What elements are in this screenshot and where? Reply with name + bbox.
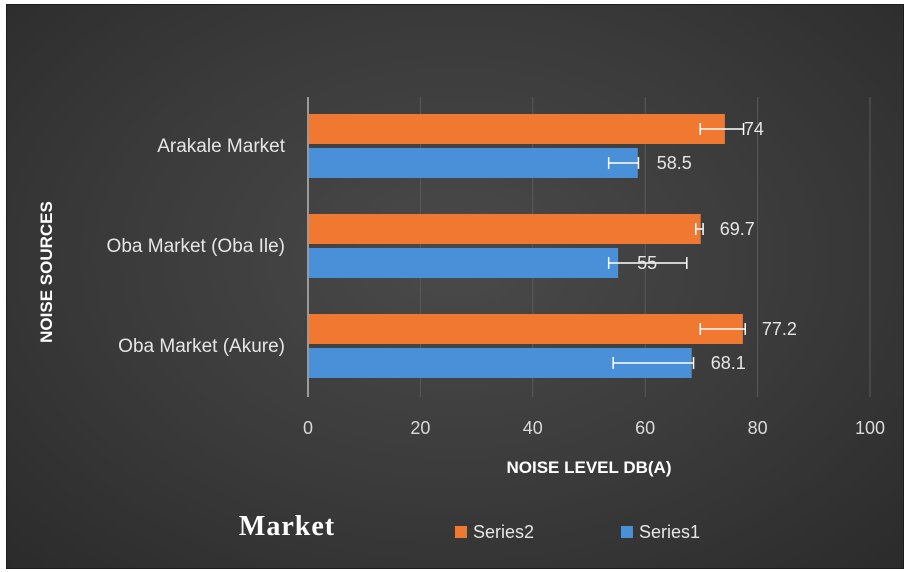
legend-label-series1: Series1	[639, 522, 700, 542]
error-bar	[612, 357, 695, 369]
category-label: Oba Market (Akure)	[118, 336, 285, 357]
data-label: 77.2	[762, 319, 797, 339]
x-tick-label: 80	[748, 418, 768, 438]
labels: 0 20 40 60 80 100 Oba Market (Akure) 68.1 77.2 Ob…	[107, 119, 885, 438]
legend-swatch-series2	[455, 526, 467, 538]
category-label: Oba Market (Oba Ile)	[107, 236, 285, 257]
bar-series2	[309, 314, 743, 344]
data-label: 74	[744, 119, 764, 139]
x-tick-label: 40	[523, 418, 543, 438]
error-bar	[607, 257, 688, 269]
legend-label-series2: Series2	[473, 522, 534, 542]
error-bar	[699, 323, 746, 335]
x-axis-title: NOISE LEVEL DB(A)	[507, 458, 672, 477]
x-tick-label: 20	[410, 418, 430, 438]
error-bar	[699, 123, 745, 135]
bar-series1	[309, 248, 619, 278]
legend-swatch-series1	[621, 526, 633, 538]
gridlines	[307, 97, 871, 397]
x-tick-label: 60	[635, 418, 655, 438]
bar-series2	[309, 214, 701, 244]
bars	[309, 114, 746, 378]
error-bar	[695, 223, 704, 235]
x-tick-label: 100	[855, 418, 885, 438]
data-label: 68.1	[711, 353, 746, 373]
data-label: 58.5	[657, 153, 692, 173]
category-label: Arakale Market	[157, 136, 285, 157]
chart-title: Market	[239, 511, 335, 542]
bar-series2	[309, 114, 725, 144]
y-axis-title: NOISE SOURCES	[37, 201, 56, 343]
error-bar	[607, 157, 640, 169]
chart-frame	[6, 4, 904, 569]
data-label: 69.7	[720, 219, 755, 239]
x-tick-label: 0	[303, 418, 313, 438]
legend: Series2 Series1	[455, 522, 700, 542]
bar-series1	[309, 148, 638, 178]
data-label: 55	[637, 253, 657, 273]
